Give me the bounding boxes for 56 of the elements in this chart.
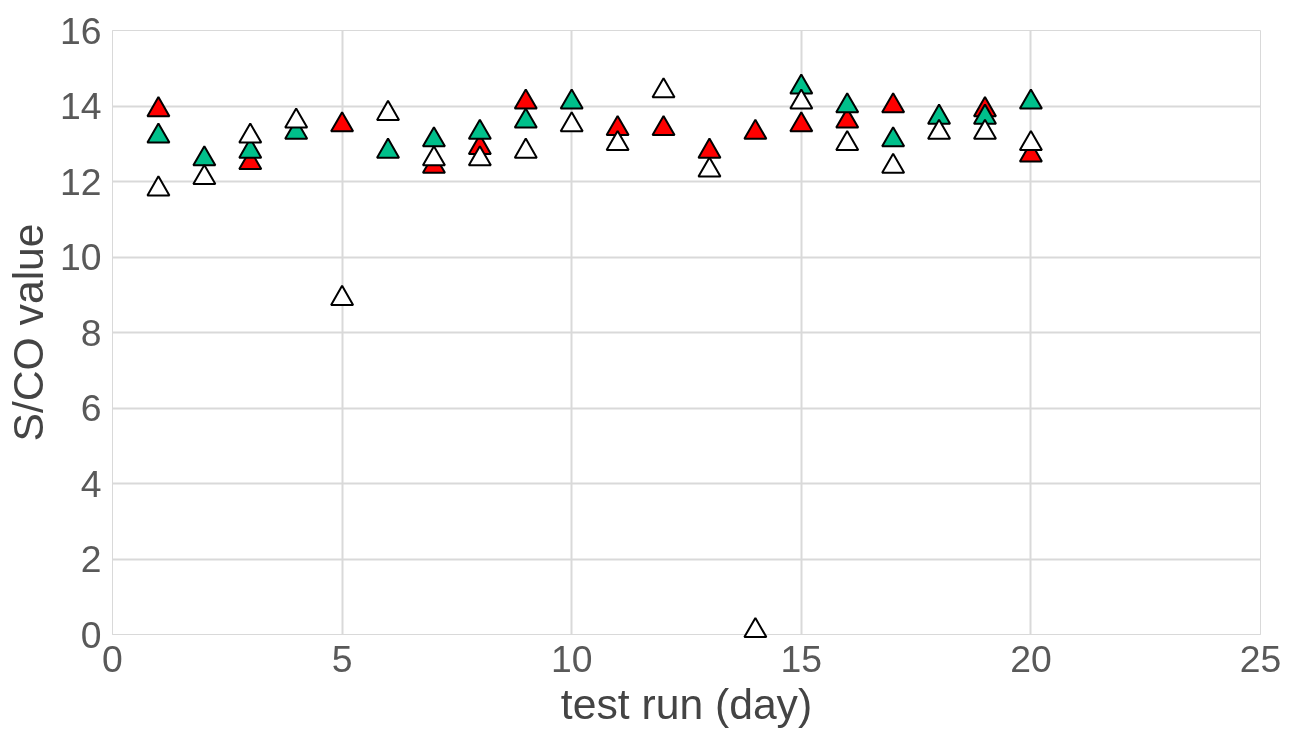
point: [835, 130, 860, 152]
point: [697, 156, 722, 178]
x-tick-label: 10: [550, 637, 593, 680]
y-tick-label: 2: [80, 538, 102, 580]
point: [330, 111, 355, 133]
point: [743, 617, 768, 639]
point: [697, 137, 722, 159]
point: [146, 175, 171, 197]
point: [513, 137, 538, 159]
point: [651, 114, 676, 136]
y-tick-label: 4: [80, 462, 102, 505]
x-tick-label: 15: [780, 637, 823, 680]
point: [972, 118, 997, 140]
point: [146, 96, 171, 118]
point: [513, 107, 538, 129]
point: [651, 77, 676, 99]
point: [330, 284, 355, 306]
point: [192, 145, 217, 167]
point: [881, 126, 906, 148]
point: [1018, 88, 1043, 110]
x-tick-label: 20: [1010, 637, 1052, 680]
point: [421, 145, 446, 167]
point: [467, 145, 492, 167]
y-tick-label: 10: [59, 236, 102, 278]
point: [605, 130, 630, 152]
y-axis-title: S/CO value: [3, 223, 52, 442]
y-tick-label: 16: [59, 9, 102, 52]
point: [146, 122, 171, 144]
point: [927, 118, 952, 140]
point: [927, 103, 952, 125]
point: [835, 92, 860, 114]
point: [238, 122, 263, 144]
point: [881, 152, 906, 174]
point: [513, 88, 538, 110]
point: [376, 137, 401, 159]
y-tick-label: 12: [59, 160, 102, 203]
y-tick-label: 6: [80, 387, 102, 429]
point: [789, 88, 814, 110]
point: [192, 164, 217, 186]
point: [376, 99, 401, 121]
point: [421, 126, 446, 148]
point: [559, 111, 584, 133]
y-tick-label: 14: [59, 85, 102, 127]
point: [789, 111, 814, 133]
point: [467, 118, 492, 140]
point: [1018, 130, 1043, 152]
point: [284, 107, 309, 129]
point: [559, 88, 584, 110]
point: [743, 118, 768, 140]
y-tick-label: 8: [80, 311, 102, 354]
x-tick-label: 25: [1239, 637, 1282, 680]
point: [881, 92, 906, 114]
x-tick-label: 5: [331, 637, 353, 680]
point: [605, 114, 630, 136]
x-axis-title: test run (day): [560, 679, 813, 728]
point: [972, 103, 997, 125]
